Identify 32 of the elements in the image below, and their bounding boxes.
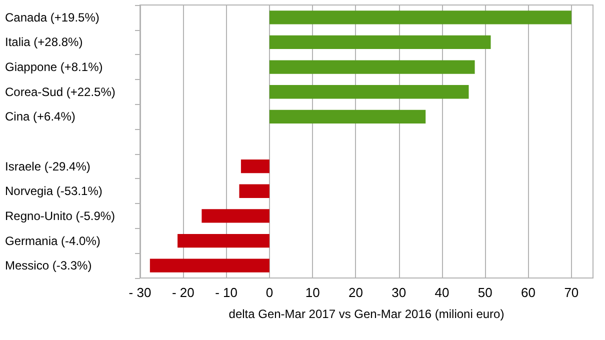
- y-tick-label: Norvegia (-53.1%): [5, 184, 102, 198]
- x-tick-label: 30: [392, 285, 406, 300]
- bar: [269, 60, 475, 74]
- x-tick-label: 20: [348, 285, 363, 300]
- y-tick-label: Israele (-29.4%): [5, 159, 90, 174]
- x-tick-label: 10: [305, 285, 320, 300]
- x-tick-label: - 20: [172, 285, 194, 300]
- bar: [239, 184, 270, 198]
- bar: [202, 209, 270, 223]
- bar: [178, 234, 270, 248]
- bar: [150, 258, 270, 272]
- x-tick-label: 0: [266, 285, 274, 300]
- x-tick-label: 60: [521, 285, 536, 300]
- y-tick-label: Corea-Sud (+22.5%): [5, 84, 116, 99]
- x-tick-label: - 30: [128, 285, 152, 300]
- y-tick-label: Messico (-3.3%): [5, 258, 92, 273]
- y-tick-label: Italia (+28.8%): [5, 35, 83, 50]
- bar: [269, 85, 469, 99]
- y-tick-label: Giappone (+8.1%): [5, 60, 103, 74]
- x-axis-title: delta Gen-Mar 2017 vs Gen-Mar 2016 (milioni euro): [228, 307, 504, 321]
- y-tick-label: Germania (-4.0%): [5, 234, 100, 248]
- bar: [269, 10, 572, 24]
- y-tick-label: Regno-Unito (-5.9%): [5, 208, 116, 223]
- y-tick-label: Canada (+19.5%): [5, 10, 100, 24]
- bar: [240, 159, 270, 174]
- x-tick-label: 70: [564, 285, 579, 300]
- x-tick-label: - 10: [215, 285, 238, 300]
- bar: [269, 110, 426, 124]
- x-tick-label: 50: [478, 285, 492, 300]
- x-tick-label: 40: [434, 285, 450, 300]
- bar: [269, 35, 491, 50]
- y-tick-label: Cina (+6.4%): [5, 110, 76, 124]
